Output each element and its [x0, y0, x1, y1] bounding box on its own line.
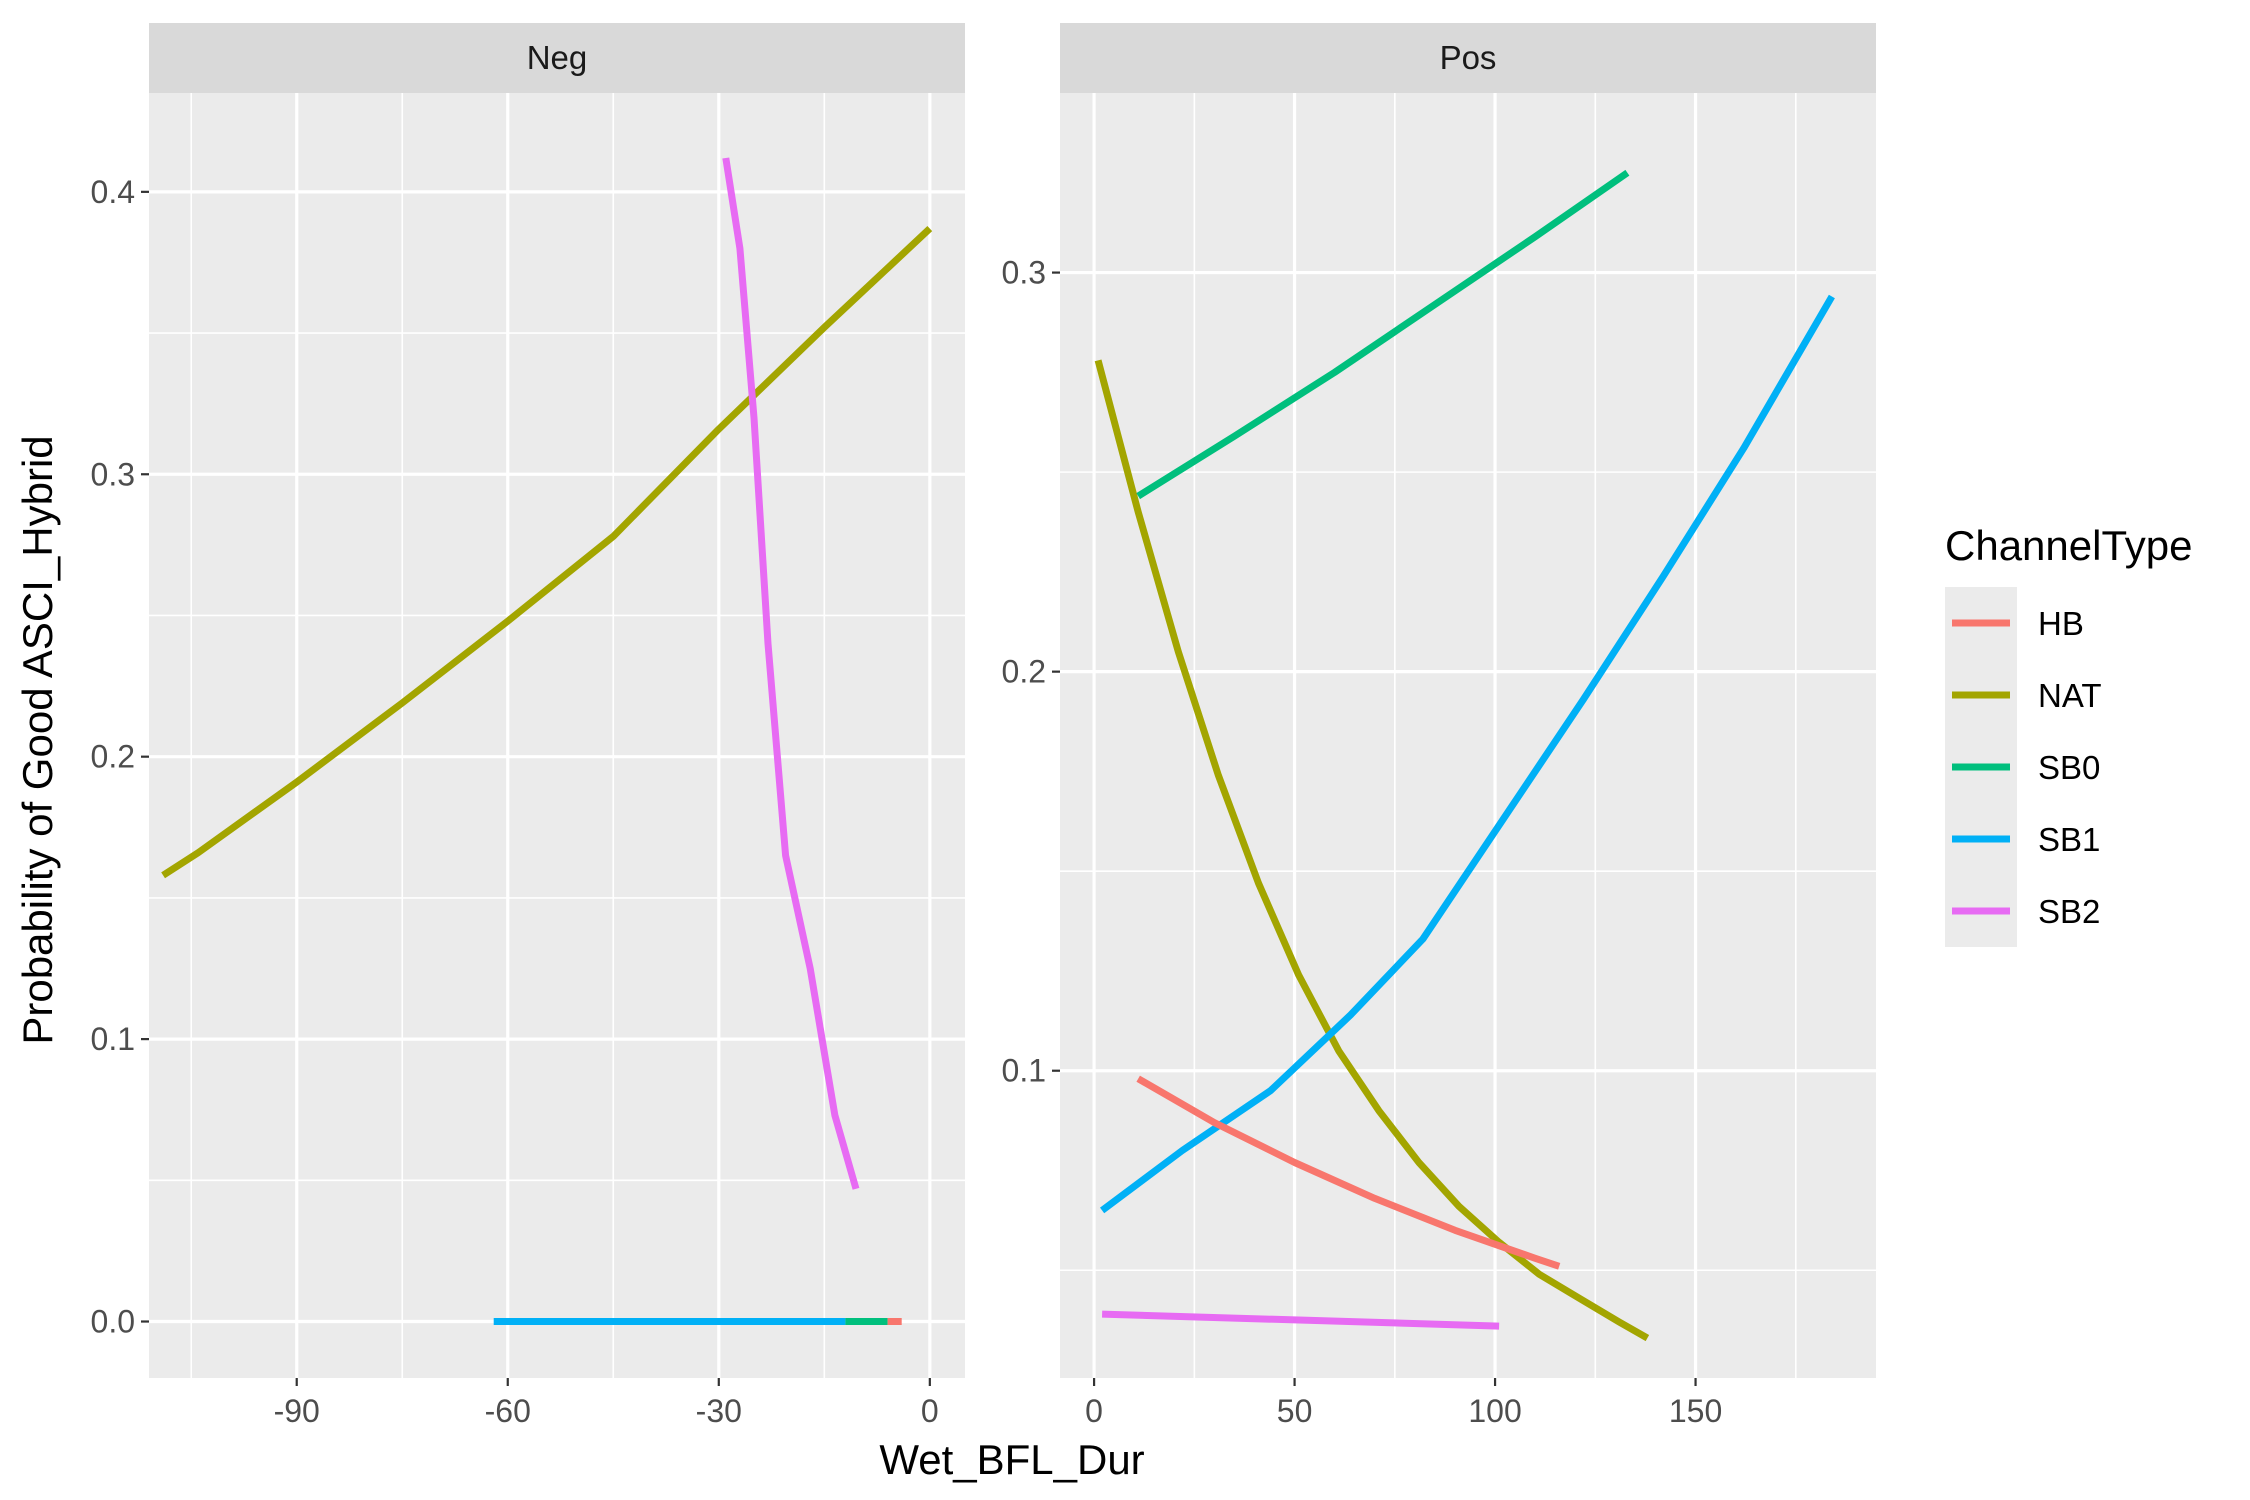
y-tick-label: 0.0: [91, 1304, 135, 1340]
panel-background: [149, 93, 965, 1378]
legend-title: ChannelType: [1945, 522, 2193, 569]
x-tick-label: 150: [1669, 1393, 1722, 1429]
y-tick-label: 0.3: [91, 456, 135, 492]
x-tick-label: 50: [1277, 1393, 1313, 1429]
legend-label-sb2: SB2: [2038, 893, 2100, 930]
facet-strip: [149, 23, 965, 93]
x-tick-label: -60: [485, 1393, 531, 1429]
legend-label-sb1: SB1: [2038, 821, 2100, 858]
legend-label-nat: NAT: [2038, 677, 2102, 714]
legend-label-hb: HB: [2038, 605, 2084, 642]
gridlines: [1060, 93, 1876, 1378]
legend-items: HB NAT SB0 SB1 SB2: [1952, 605, 2102, 930]
series-lines: [161, 157, 933, 1325]
x-axis-title: Wet_BFL_Dur: [879, 1436, 1144, 1483]
legend: ChannelType HB NAT SB0 SB1 SB2: [1945, 522, 2193, 947]
series-line-sb0-pos: [1136, 169, 1630, 500]
series-line-nat-pos: [1094, 359, 1650, 1342]
y-tick-label: 0.4: [91, 174, 135, 210]
series-line-sb2-neg: [722, 157, 860, 1190]
panel-background: [1060, 93, 1876, 1378]
x-tick-label: 0: [1085, 1393, 1103, 1429]
facet-neg: Neg -90 -60 -30 0 0.0 0.1 0.2 0.3 0.4: [91, 23, 965, 1429]
facet-strip: [1060, 23, 1876, 93]
series-line-nat-neg: [161, 226, 933, 879]
legend-label-sb0: SB0: [2038, 749, 2100, 786]
facet-strip-label: Pos: [1440, 39, 1497, 76]
series-line-sb1-pos: [1100, 294, 1835, 1214]
x-tick-label: 100: [1468, 1393, 1521, 1429]
x-tick-label: -90: [274, 1393, 320, 1429]
y-tick-label: 0.2: [1002, 654, 1046, 690]
x-tick-label: -30: [696, 1393, 742, 1429]
series-line-hb-pos: [1136, 1075, 1561, 1270]
y-tick-label: 0.1: [1002, 1053, 1046, 1089]
y-tick-label: 0.2: [91, 739, 135, 775]
y-tick-label: 0.3: [1002, 255, 1046, 291]
series-lines: [1094, 169, 1835, 1342]
gridlines: [149, 93, 965, 1378]
facet-panels: Neg -90 -60 -30 0 0.0 0.1 0.2 0.3 0.4 Pos 0 50 100 150…: [91, 23, 1876, 1429]
x-tick-label: 0: [921, 1393, 939, 1429]
series-line-sb2-pos: [1101, 1310, 1500, 1330]
facet-pos: Pos 0 50 100 150 0.1 0.2 0.3: [1002, 23, 1876, 1429]
y-axis-title: Probability of Good ASCI_Hybrid: [14, 435, 61, 1044]
y-tick-label: 0.1: [91, 1021, 135, 1057]
facet-strip-label: Neg: [527, 39, 588, 76]
